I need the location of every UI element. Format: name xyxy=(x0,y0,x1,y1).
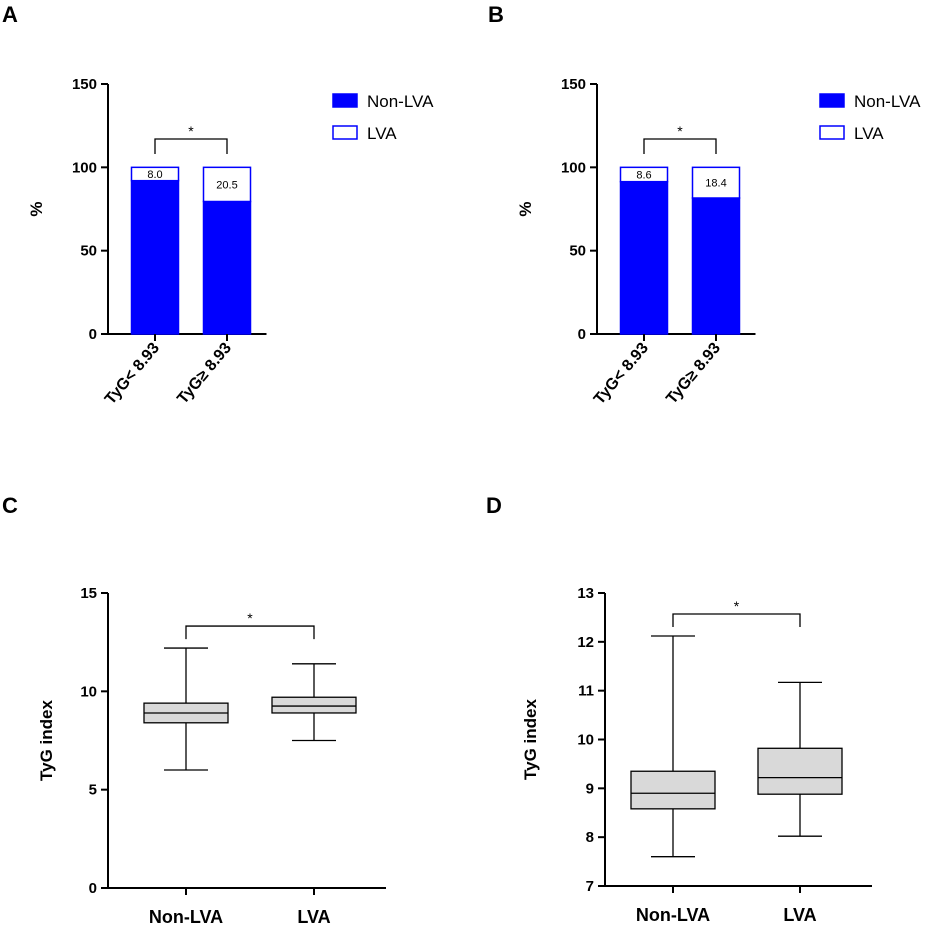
panel-label-b: B xyxy=(488,2,504,27)
y-tick-label: 8 xyxy=(586,829,594,846)
y-tick-label: 13 xyxy=(577,585,594,602)
panel-b: B 0 50 100 150% 8.6 TyG< 8.93 18.4 TyG≥ 8.93 * No… xyxy=(472,0,944,463)
legend-swatch-non-lva xyxy=(819,93,845,108)
legend-label: LVA xyxy=(367,124,397,143)
y-tick-label: 7 xyxy=(586,878,594,895)
y-axis-label: % xyxy=(27,201,46,216)
significance-marker: * xyxy=(247,610,253,626)
data-label: 18.4 xyxy=(705,178,726,190)
panel-label-d: D xyxy=(486,493,502,518)
legend-swatch-non-lva xyxy=(332,93,358,108)
y-tick-label: 150 xyxy=(561,76,586,93)
legend-label: LVA xyxy=(854,124,884,143)
data-label: 20.5 xyxy=(216,179,237,191)
data-label: 8.0 xyxy=(147,169,162,181)
y-tick-label: 12 xyxy=(577,634,594,651)
panel-c: C 0 5 10 15 TyG index Non-LVA LVA * xyxy=(0,463,472,927)
panel-d: D 7 8 9 10 11 12 13 TyG index Non-LVA LVA * xyxy=(472,463,944,926)
x-category-label: LVA xyxy=(297,907,330,926)
y-tick-label: 100 xyxy=(561,159,586,176)
bar-non-lva xyxy=(202,200,252,335)
bar-non-lva xyxy=(691,197,741,335)
box-iqr xyxy=(271,696,357,714)
y-tick-label: 100 xyxy=(72,159,97,176)
y-tick-label: 50 xyxy=(80,243,97,260)
box-iqr xyxy=(757,747,843,795)
bar-lva xyxy=(691,166,741,199)
bar-lva xyxy=(202,166,252,203)
y-tick-label: 15 xyxy=(80,585,97,602)
chart-a-svg: A 0 50 100 150% 8.0 TyG< 8.93 20.5 TyG≥ 8.93 * No… xyxy=(2,2,434,408)
significance-bracket xyxy=(185,625,315,640)
significance-marker: * xyxy=(677,123,683,139)
y-tick-label: 10 xyxy=(80,683,97,700)
chart-d-svg: D 7 8 9 10 11 12 13 TyG index Non-LVA LVA * xyxy=(486,493,872,925)
panel-label-a: A xyxy=(2,2,18,27)
significance-marker: * xyxy=(734,598,740,614)
legend-swatch-lva xyxy=(819,125,845,140)
x-category-label: Non-LVA xyxy=(636,905,710,925)
y-tick-label: 0 xyxy=(89,880,97,897)
y-tick-label: 10 xyxy=(577,732,594,749)
x-category-label: TyG< 8.93 xyxy=(102,340,163,408)
panel-label-c: C xyxy=(2,493,18,518)
x-category-label: LVA xyxy=(783,905,816,925)
y-tick-label: 50 xyxy=(569,243,586,260)
x-category-label: Non-LVA xyxy=(149,907,223,926)
significance-bracket xyxy=(154,138,228,154)
y-tick-label: 9 xyxy=(586,780,594,797)
x-category-label: TyG< 8.93 xyxy=(591,340,652,408)
y-tick-label: 0 xyxy=(89,326,97,343)
bar-lva xyxy=(130,166,180,182)
significance-bracket xyxy=(643,138,717,154)
panel-a: A 0 50 100 150% 8.0 TyG< 8.93 20.5 TyG≥ 8.93 * No… xyxy=(0,0,472,463)
y-tick-label: 0 xyxy=(578,326,586,343)
bar-non-lva xyxy=(130,179,180,335)
y-tick-label: 150 xyxy=(72,76,97,93)
y-tick-label: 11 xyxy=(578,683,594,700)
legend-swatch-lva xyxy=(332,125,358,140)
x-category-label: TyG≥ 8.93 xyxy=(663,340,724,408)
chart-c-svg: C 0 5 10 15 TyG index Non-LVA LVA * xyxy=(2,493,386,927)
y-axis-label: % xyxy=(516,201,535,216)
bar-lva xyxy=(619,166,669,183)
x-category-label: TyG≥ 8.93 xyxy=(174,340,235,408)
legend-label: Non-LVA xyxy=(367,92,434,111)
box-iqr xyxy=(630,770,716,810)
y-axis-label: TyG index xyxy=(521,698,540,779)
bar-non-lva xyxy=(619,180,669,335)
chart-b-svg: B 0 50 100 150% 8.6 TyG< 8.93 18.4 TyG≥ 8.93 * No… xyxy=(488,2,921,408)
significance-bracket xyxy=(672,613,801,627)
data-label: 8.6 xyxy=(636,170,651,182)
legend-label: Non-LVA xyxy=(854,92,921,111)
y-tick-label: 5 xyxy=(89,782,97,799)
y-axis-label: TyG index xyxy=(37,699,56,780)
significance-marker: * xyxy=(188,123,194,139)
